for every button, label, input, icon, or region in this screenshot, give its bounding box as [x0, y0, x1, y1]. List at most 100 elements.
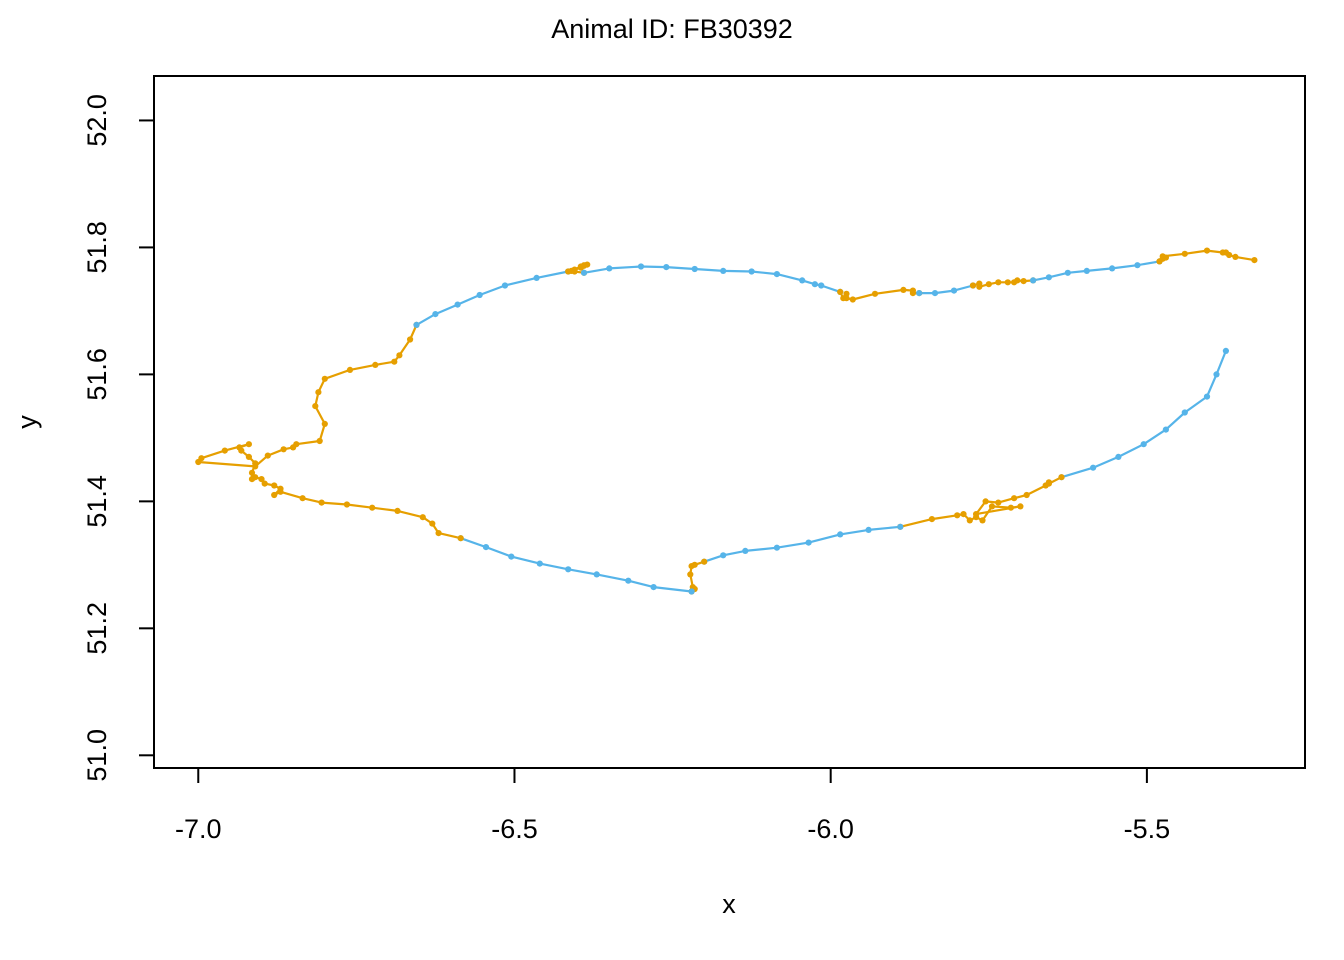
location-point-resident [960, 510, 967, 518]
location-point-travelling [1030, 277, 1037, 284]
location-point-travelling [1083, 267, 1090, 274]
track-segment-travelling [703, 525, 901, 563]
location-point-travelling [916, 290, 923, 297]
location-point-resident [391, 358, 398, 365]
location-point-resident [252, 463, 259, 470]
location-point-travelling [580, 269, 588, 276]
location-point-resident [1014, 277, 1021, 284]
location-point-resident [264, 452, 271, 459]
y-tick-label: 51.6 [82, 348, 112, 401]
location-point-travelling [625, 577, 632, 584]
location-point-resident [969, 282, 977, 289]
location-point-travelling [773, 271, 781, 278]
location-point-travelling [1222, 347, 1229, 354]
location-point-travelling [805, 539, 812, 546]
location-point-resident [1004, 279, 1011, 286]
location-point-travelling [897, 523, 904, 530]
location-point-resident [429, 520, 436, 527]
location-point-resident [928, 516, 936, 523]
location-point-resident [321, 420, 328, 427]
location-point-travelling [637, 263, 645, 270]
location-point-travelling [501, 282, 509, 289]
location-point-resident [1020, 278, 1027, 285]
location-point-travelling [593, 571, 600, 578]
location-point-travelling [1181, 409, 1188, 416]
location-point-resident [954, 512, 961, 519]
location-point-resident [457, 535, 464, 542]
location-point-resident [900, 286, 907, 293]
location-point-resident [995, 279, 1002, 286]
location-point-resident [843, 290, 850, 297]
location-point-resident [909, 290, 917, 297]
location-point-travelling [1115, 453, 1122, 460]
location-point-resident [248, 469, 256, 476]
location-point-travelling [508, 553, 515, 560]
location-point-travelling [454, 301, 461, 308]
location-point-travelling [1140, 441, 1147, 448]
location-point-resident [195, 458, 202, 466]
location-point-resident [1232, 253, 1239, 260]
location-point-travelling [413, 321, 420, 328]
location-point-resident [369, 504, 376, 511]
location-point-resident [837, 288, 844, 295]
location-point-travelling [1045, 274, 1052, 281]
y-tick-label: 52.0 [82, 94, 112, 147]
location-point-travelling [533, 274, 540, 281]
location-point-travelling [536, 560, 543, 567]
x-tick-label: -6.0 [807, 814, 854, 844]
location-point-travelling [1134, 262, 1141, 269]
location-point-resident [245, 441, 252, 448]
location-point-resident [1058, 474, 1065, 481]
track-segment-travelling [919, 284, 974, 295]
location-point-resident [396, 352, 403, 359]
location-point-resident [1226, 251, 1233, 259]
location-point-resident [701, 558, 708, 565]
track-segment-travelling [1032, 260, 1160, 282]
location-point-travelling [799, 277, 806, 284]
location-point-resident [299, 495, 306, 502]
y-tick-label: 51.0 [82, 729, 112, 782]
location-point-resident [258, 476, 265, 483]
x-tick-label: -6.5 [491, 814, 538, 844]
location-point-travelling [720, 267, 727, 274]
location-point-resident [315, 389, 322, 396]
location-point-travelling [720, 552, 727, 559]
location-point-travelling [811, 281, 819, 288]
location-point-travelling [1213, 371, 1220, 378]
location-point-travelling [950, 287, 958, 294]
location-point-resident [577, 263, 585, 270]
location-point-resident [1007, 504, 1015, 511]
location-point-resident [221, 447, 228, 454]
chart-title: Animal ID: FB30392 [551, 14, 793, 44]
y-axis: 51.0 51.2 51.4 51.6 51.8 52.0 [82, 94, 155, 782]
location-point-travelling [432, 311, 439, 318]
y-tick-label: 51.8 [82, 221, 112, 274]
location-point-resident [312, 403, 319, 410]
location-point-resident [293, 441, 300, 448]
x-tick-label: -5.5 [1124, 814, 1171, 844]
location-point-resident [318, 499, 325, 506]
location-point-resident [849, 296, 856, 303]
location-point-resident [435, 530, 442, 537]
location-point-resident [321, 375, 328, 382]
location-point-resident [407, 336, 414, 343]
location-point-travelling [565, 566, 572, 573]
location-point-travelling [1064, 269, 1071, 276]
y-axis-label: y [12, 415, 42, 429]
location-point-resident [248, 476, 256, 483]
location-point-travelling [931, 290, 939, 297]
y-tick-label: 51.4 [82, 475, 112, 528]
location-point-resident [995, 499, 1002, 506]
location-point-resident [1251, 257, 1258, 264]
location-point-travelling [650, 584, 657, 591]
location-point-resident [372, 361, 379, 368]
x-tick-label: -7.0 [175, 814, 222, 844]
location-point-resident [871, 290, 879, 297]
location-point-travelling [1162, 426, 1169, 433]
location-point-resident [316, 437, 323, 445]
location-point-resident [271, 482, 278, 489]
location-point-resident [988, 503, 996, 510]
location-point-travelling [476, 291, 483, 299]
location-point-resident [985, 281, 992, 288]
location-point-resident [966, 517, 973, 524]
